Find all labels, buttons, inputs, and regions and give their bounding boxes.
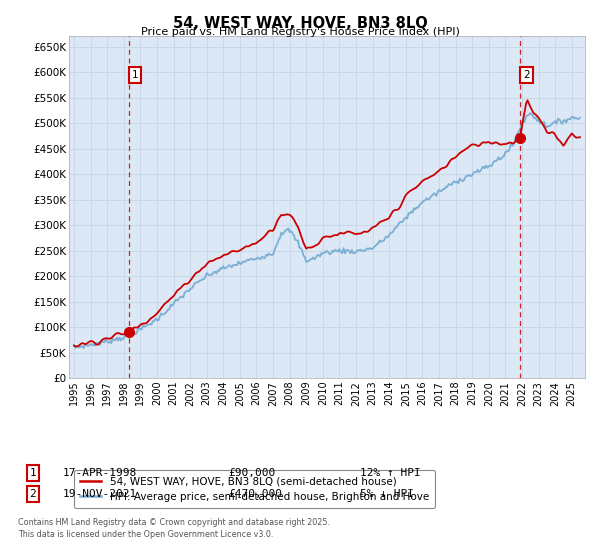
Text: Contains HM Land Registry data © Crown copyright and database right 2025.
This d: Contains HM Land Registry data © Crown c… — [18, 518, 330, 539]
Text: £470,000: £470,000 — [228, 489, 282, 499]
Legend: 54, WEST WAY, HOVE, BN3 8LQ (semi-detached house), HPI: Average price, semi-deta: 54, WEST WAY, HOVE, BN3 8LQ (semi-detach… — [74, 470, 435, 508]
Text: Price paid vs. HM Land Registry's House Price Index (HPI): Price paid vs. HM Land Registry's House … — [140, 27, 460, 37]
Text: £90,000: £90,000 — [228, 468, 275, 478]
Text: 1: 1 — [132, 69, 139, 80]
Text: 5% ↓ HPI: 5% ↓ HPI — [360, 489, 414, 499]
Text: 19-NOV-2021: 19-NOV-2021 — [63, 489, 137, 499]
Text: 17-APR-1998: 17-APR-1998 — [63, 468, 137, 478]
Text: 1: 1 — [29, 468, 37, 478]
Text: 12% ↑ HPI: 12% ↑ HPI — [360, 468, 421, 478]
Text: 2: 2 — [29, 489, 37, 499]
Text: 54, WEST WAY, HOVE, BN3 8LQ: 54, WEST WAY, HOVE, BN3 8LQ — [173, 16, 427, 31]
Text: 2: 2 — [523, 69, 530, 80]
